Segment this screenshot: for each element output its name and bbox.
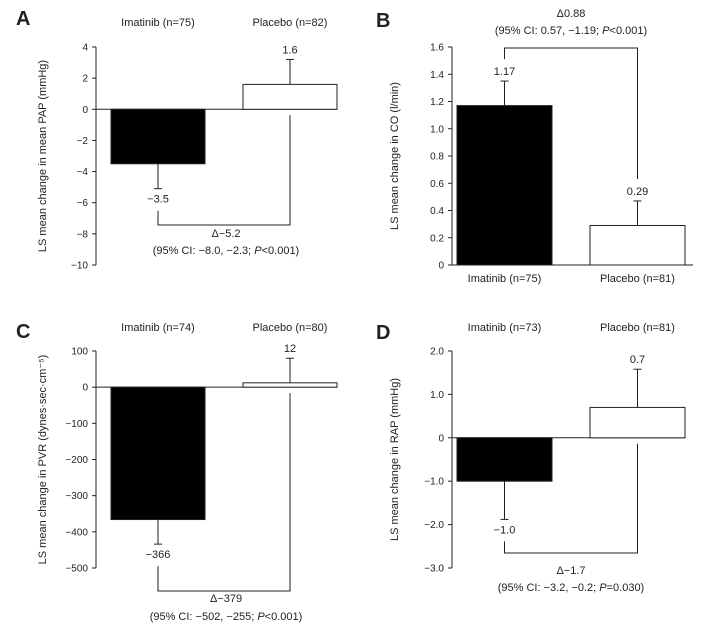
y-tick-label: 100 <box>71 347 88 358</box>
y-tick-label: −10 <box>71 261 88 272</box>
y-tick-label: −6 <box>77 198 89 209</box>
y-tick-label: 0 <box>82 105 88 116</box>
panel-d: D 2.0 1.0 0 −1.0 −2.0 −3.0 LS mean change in RA… <box>376 322 686 594</box>
delta-value: Δ−1.7 <box>556 565 585 577</box>
group-label: Imatinib (n=75) <box>121 17 195 29</box>
comparison-bracket <box>157 115 291 226</box>
y-tick-label: −300 <box>65 491 88 502</box>
delta-value: Δ0.88 <box>557 8 586 20</box>
bar-imatinib <box>110 108 206 165</box>
group-label: Imatinib (n=73) <box>468 322 542 334</box>
comparison-bracket <box>157 393 291 592</box>
bar-placebo <box>589 406 686 439</box>
delta-p-symbol: P <box>599 582 607 594</box>
y-tick-label: 0.4 <box>430 206 444 217</box>
group-label: Imatinib (n=74) <box>121 322 195 334</box>
delta-ci-text: (95% CI: −8.0, −2.3; <box>153 245 255 257</box>
y-tick-label: 1.0 <box>430 390 444 401</box>
panel-letter: C <box>16 321 30 343</box>
y-tick-label: 4 <box>82 43 88 54</box>
delta-ci: (95% CI: −3.2, −0.2; P=0.030) <box>498 582 644 594</box>
y-tick-label: −3.0 <box>424 564 444 575</box>
y-tick-label: 1.0 <box>430 124 444 135</box>
delta-ci-text: (95% CI: −502, −255; <box>150 611 258 623</box>
delta-p-symbol: P <box>602 25 610 37</box>
y-tick-label: 0 <box>438 261 444 272</box>
group-label: Placebo (n=81) <box>600 273 675 285</box>
y-tick-label: 0.2 <box>430 233 444 244</box>
bar-placebo <box>242 382 338 388</box>
panel-letter: A <box>16 8 30 30</box>
bar-placebo <box>242 83 338 110</box>
y-tick-label: 0 <box>82 383 88 394</box>
group-label: Placebo (n=81) <box>600 322 675 334</box>
data-label: −3.5 <box>147 194 169 206</box>
y-tick-label: 1.6 <box>430 43 444 54</box>
group-label: Placebo (n=82) <box>253 17 328 29</box>
y-tick-label: 0.6 <box>430 179 444 190</box>
y-tick-label: −1.0 <box>424 477 444 488</box>
y-axis-label: LS mean change in RAP (mmHg) <box>389 378 401 541</box>
y-tick-label: −400 <box>65 527 88 538</box>
y-tick-label: −500 <box>65 564 88 575</box>
data-label: −1.0 <box>494 524 516 536</box>
bar-imatinib <box>110 386 206 521</box>
delta-value: Δ−5.2 <box>211 228 240 240</box>
delta-p-symbol: P <box>257 611 265 623</box>
data-label: −366 <box>146 549 171 561</box>
data-label: 1.6 <box>282 44 297 56</box>
panel-c: C 100 0 −100 −200 −300 −400 −500 LS mean change … <box>16 321 338 623</box>
delta-p-symbol: P <box>254 245 262 257</box>
comparison-bracket <box>504 47 638 179</box>
y-tick-label: −2 <box>77 136 89 147</box>
y-axis-label: LS mean change in PVR (dynes·sec·cm⁻⁵) <box>37 355 49 565</box>
delta-ci: (95% CI: 0.57, −1.19; P<0.001) <box>495 25 647 37</box>
comparison-bracket <box>504 443 638 554</box>
delta-ci: (95% CI: −8.0, −2.3; P<0.001) <box>153 245 299 257</box>
data-label: 1.17 <box>494 66 515 78</box>
y-tick-label: 2.0 <box>430 347 444 358</box>
y-tick-label: −8 <box>77 229 89 240</box>
y-axis-label: LS mean change in mean PAP (mmHg) <box>37 60 49 252</box>
panel-letter: D <box>376 322 390 344</box>
group-label: Imatinib (n=75) <box>468 273 542 285</box>
delta-ci: (95% CI: −502, −255; P<0.001) <box>150 611 303 623</box>
delta-p-value: <0.001) <box>610 25 648 37</box>
y-tick-label: −2.0 <box>424 520 444 531</box>
data-label: 0.7 <box>630 354 645 366</box>
bar-imatinib <box>456 105 553 266</box>
delta-ci-text: (95% CI: 0.57, −1.19; <box>495 25 602 37</box>
y-tick-label: 2 <box>82 74 88 85</box>
delta-ci-text: (95% CI: −3.2, −0.2; <box>498 582 600 594</box>
delta-p-value: <0.001) <box>265 611 303 623</box>
delta-p-value: =0.030) <box>607 582 645 594</box>
panel-letter: B <box>376 10 390 32</box>
y-tick-label: −4 <box>77 167 89 178</box>
y-tick-label: −200 <box>65 455 88 466</box>
y-tick-label: 0 <box>438 433 444 444</box>
panel-a: A 4 2 0 −2 −4 −6 −8 −10 LS mean change in mean PA… <box>16 8 338 272</box>
y-tick-label: 1.4 <box>430 70 444 81</box>
data-label: 12 <box>284 343 296 355</box>
y-tick-label: −100 <box>65 419 88 430</box>
y-tick-label: 1.2 <box>430 97 444 108</box>
delta-value: Δ−379 <box>210 593 242 605</box>
delta-p-value: <0.001) <box>262 245 300 257</box>
group-label: Placebo (n=80) <box>253 322 328 334</box>
y-axis-label: LS mean change in CO (l/min) <box>389 82 401 230</box>
y-tick-label: 0.8 <box>430 152 444 163</box>
bar-placebo <box>589 224 686 266</box>
data-label: 0.29 <box>627 186 648 198</box>
panel-b: B 0 0.2 0.4 0.6 0.8 1.0 1.2 1.4 1.6 LS mean change… <box>376 8 693 285</box>
bar-imatinib <box>456 437 553 482</box>
